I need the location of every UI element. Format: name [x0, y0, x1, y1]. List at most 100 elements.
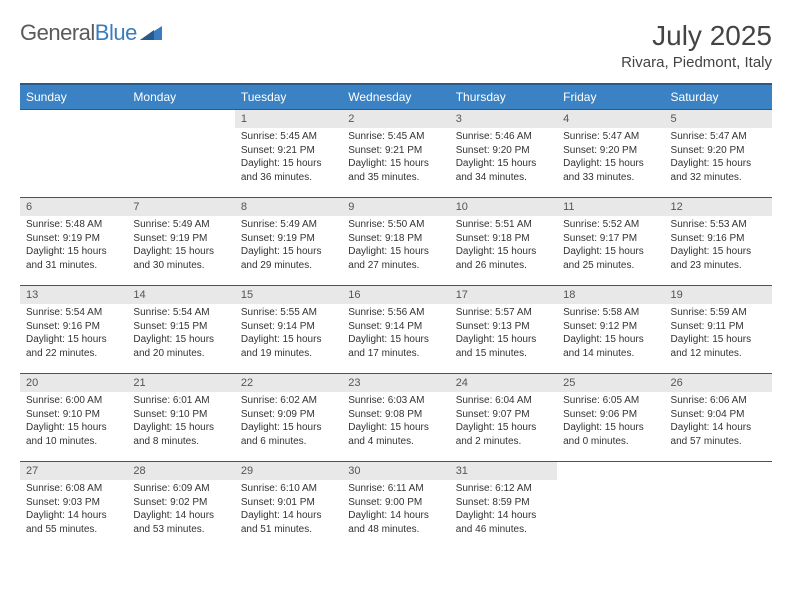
brand-logo: GeneralBlue [20, 20, 162, 46]
day-cell: 31Sunrise: 6:12 AMSunset: 8:59 PMDayligh… [450, 462, 557, 550]
sunrise-line: Sunrise: 6:09 AM [133, 482, 228, 496]
sunset-line: Sunset: 9:01 PM [241, 496, 336, 510]
day-number: 28 [127, 462, 234, 480]
day-number: 3 [450, 110, 557, 128]
day-cell: 19Sunrise: 5:59 AMSunset: 9:11 PMDayligh… [665, 286, 772, 374]
weekday-header: Tuesday [235, 84, 342, 110]
sunset-line: Sunset: 9:13 PM [456, 320, 551, 334]
day-number: 12 [665, 198, 772, 216]
sunset-line: Sunset: 9:20 PM [671, 144, 766, 158]
sunrise-line: Sunrise: 5:52 AM [563, 218, 658, 232]
sunrise-line: Sunrise: 6:03 AM [348, 394, 443, 408]
daylight-line: Daylight: 15 hours and 15 minutes. [456, 333, 551, 360]
calendar-body: 1Sunrise: 5:45 AMSunset: 9:21 PMDaylight… [20, 110, 772, 550]
sunset-line: Sunset: 9:02 PM [133, 496, 228, 510]
daylight-line: Daylight: 15 hours and 20 minutes. [133, 333, 228, 360]
daylight-line: Daylight: 15 hours and 36 minutes. [241, 157, 336, 184]
day-cell: 7Sunrise: 5:49 AMSunset: 9:19 PMDaylight… [127, 198, 234, 286]
brand-part1: General [20, 20, 95, 45]
daylight-line: Daylight: 14 hours and 55 minutes. [26, 509, 121, 536]
day-cell: 26Sunrise: 6:06 AMSunset: 9:04 PMDayligh… [665, 374, 772, 462]
sunset-line: Sunset: 8:59 PM [456, 496, 551, 510]
weekday-header: Sunday [20, 84, 127, 110]
day-content: Sunrise: 5:57 AMSunset: 9:13 PMDaylight:… [450, 304, 557, 364]
day-cell: 18Sunrise: 5:58 AMSunset: 9:12 PMDayligh… [557, 286, 664, 374]
daylight-line: Daylight: 14 hours and 51 minutes. [241, 509, 336, 536]
sunrise-line: Sunrise: 5:45 AM [241, 130, 336, 144]
daylight-line: Daylight: 14 hours and 53 minutes. [133, 509, 228, 536]
day-number: 21 [127, 374, 234, 392]
day-number: 7 [127, 198, 234, 216]
day-content: Sunrise: 6:05 AMSunset: 9:06 PMDaylight:… [557, 392, 664, 452]
sunset-line: Sunset: 9:19 PM [133, 232, 228, 246]
day-content: Sunrise: 6:10 AMSunset: 9:01 PMDaylight:… [235, 480, 342, 540]
header: GeneralBlue July 2025 Rivara, Piedmont, … [20, 20, 772, 71]
daylight-line: Daylight: 14 hours and 57 minutes. [671, 421, 766, 448]
daylight-line: Daylight: 15 hours and 19 minutes. [241, 333, 336, 360]
day-number: 17 [450, 286, 557, 304]
sunset-line: Sunset: 9:04 PM [671, 408, 766, 422]
daylight-line: Daylight: 15 hours and 6 minutes. [241, 421, 336, 448]
sunset-line: Sunset: 9:09 PM [241, 408, 336, 422]
day-content: Sunrise: 5:48 AMSunset: 9:19 PMDaylight:… [20, 216, 127, 276]
sunset-line: Sunset: 9:15 PM [133, 320, 228, 334]
daylight-line: Daylight: 15 hours and 14 minutes. [563, 333, 658, 360]
day-number: 29 [235, 462, 342, 480]
day-content: Sunrise: 5:49 AMSunset: 9:19 PMDaylight:… [235, 216, 342, 276]
day-content: Sunrise: 6:12 AMSunset: 8:59 PMDaylight:… [450, 480, 557, 540]
day-number: 10 [450, 198, 557, 216]
day-number: 6 [20, 198, 127, 216]
sunset-line: Sunset: 9:21 PM [241, 144, 336, 158]
sunset-line: Sunset: 9:10 PM [26, 408, 121, 422]
daylight-line: Daylight: 15 hours and 8 minutes. [133, 421, 228, 448]
sunrise-line: Sunrise: 5:46 AM [456, 130, 551, 144]
brand-text: GeneralBlue [20, 20, 137, 46]
day-content: Sunrise: 5:49 AMSunset: 9:19 PMDaylight:… [127, 216, 234, 276]
day-number: 30 [342, 462, 449, 480]
sunset-line: Sunset: 9:16 PM [671, 232, 766, 246]
day-number: 22 [235, 374, 342, 392]
day-number: 2 [342, 110, 449, 128]
sunrise-line: Sunrise: 6:10 AM [241, 482, 336, 496]
sunrise-line: Sunrise: 5:53 AM [671, 218, 766, 232]
day-content: Sunrise: 6:02 AMSunset: 9:09 PMDaylight:… [235, 392, 342, 452]
sunset-line: Sunset: 9:12 PM [563, 320, 658, 334]
day-number: 8 [235, 198, 342, 216]
day-number: 4 [557, 110, 664, 128]
daylight-line: Daylight: 15 hours and 12 minutes. [671, 333, 766, 360]
weekday-header-row: Sunday Monday Tuesday Wednesday Thursday… [20, 84, 772, 110]
day-cell: 25Sunrise: 6:05 AMSunset: 9:06 PMDayligh… [557, 374, 664, 462]
sunrise-line: Sunrise: 5:48 AM [26, 218, 121, 232]
empty-cell [557, 462, 664, 550]
daylight-line: Daylight: 15 hours and 25 minutes. [563, 245, 658, 272]
sunrise-line: Sunrise: 5:45 AM [348, 130, 443, 144]
day-cell: 17Sunrise: 5:57 AMSunset: 9:13 PMDayligh… [450, 286, 557, 374]
day-content: Sunrise: 6:08 AMSunset: 9:03 PMDaylight:… [20, 480, 127, 540]
day-content: Sunrise: 5:50 AMSunset: 9:18 PMDaylight:… [342, 216, 449, 276]
day-content: Sunrise: 5:59 AMSunset: 9:11 PMDaylight:… [665, 304, 772, 364]
sunrise-line: Sunrise: 5:57 AM [456, 306, 551, 320]
day-cell: 9Sunrise: 5:50 AMSunset: 9:18 PMDaylight… [342, 198, 449, 286]
sunrise-line: Sunrise: 5:54 AM [26, 306, 121, 320]
sunset-line: Sunset: 9:06 PM [563, 408, 658, 422]
sunrise-line: Sunrise: 5:49 AM [241, 218, 336, 232]
day-number: 1 [235, 110, 342, 128]
sunrise-line: Sunrise: 5:47 AM [563, 130, 658, 144]
location-label: Rivara, Piedmont, Italy [621, 54, 772, 71]
sunrise-line: Sunrise: 5:50 AM [348, 218, 443, 232]
day-content: Sunrise: 6:11 AMSunset: 9:00 PMDaylight:… [342, 480, 449, 540]
sunrise-line: Sunrise: 5:54 AM [133, 306, 228, 320]
day-content: Sunrise: 6:03 AMSunset: 9:08 PMDaylight:… [342, 392, 449, 452]
empty-cell [20, 110, 127, 198]
day-content: Sunrise: 5:45 AMSunset: 9:21 PMDaylight:… [342, 128, 449, 188]
sunrise-line: Sunrise: 5:56 AM [348, 306, 443, 320]
day-cell: 10Sunrise: 5:51 AMSunset: 9:18 PMDayligh… [450, 198, 557, 286]
weekday-header: Wednesday [342, 84, 449, 110]
day-number: 15 [235, 286, 342, 304]
day-number: 27 [20, 462, 127, 480]
day-number: 24 [450, 374, 557, 392]
daylight-line: Daylight: 14 hours and 48 minutes. [348, 509, 443, 536]
sunset-line: Sunset: 9:16 PM [26, 320, 121, 334]
day-cell: 16Sunrise: 5:56 AMSunset: 9:14 PMDayligh… [342, 286, 449, 374]
sunset-line: Sunset: 9:10 PM [133, 408, 228, 422]
